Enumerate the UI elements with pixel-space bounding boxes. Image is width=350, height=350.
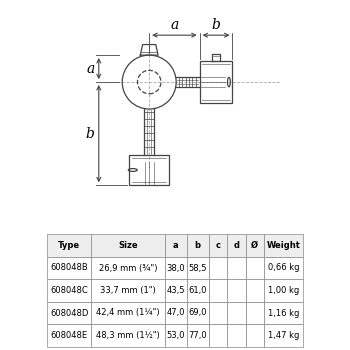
Text: a: a: [86, 62, 95, 76]
Bar: [129, 155, 169, 185]
Bar: [199, 61, 232, 103]
Text: b: b: [212, 18, 220, 32]
Text: b: b: [86, 127, 94, 141]
Text: a: a: [170, 18, 178, 32]
